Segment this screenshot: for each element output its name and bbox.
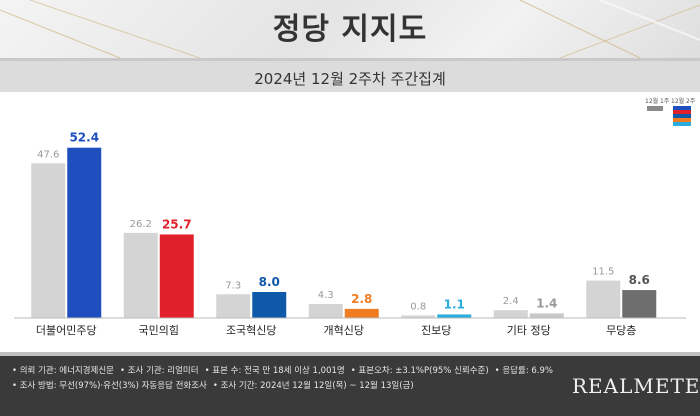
chart-subtitle: 2024년 12월 2주차 주간집계 (254, 70, 446, 88)
bar-prev-5 (493, 310, 528, 318)
legend-swatch-curr-2 (673, 110, 691, 114)
bar-prev-1 (123, 232, 158, 318)
category-label-5: 기타 정당 (507, 324, 551, 337)
bar-label-prev-0: 47.6 (37, 149, 59, 160)
category-label-6: 무당층 (606, 324, 636, 337)
chart-legend: 12월 1주 12월 2주 (641, 96, 697, 136)
bar-label-curr-4: 1.1 (444, 297, 465, 311)
survey-info-item: • 조사 기관: 리얼미터 (120, 366, 199, 376)
bar-curr-2 (252, 292, 287, 318)
legend-swatch-curr-5 (673, 122, 691, 126)
bar-curr-6 (622, 290, 657, 318)
legend-swatches (647, 106, 691, 126)
legend-swatch-curr-4 (673, 118, 691, 122)
bar-prev-0 (31, 163, 66, 318)
bar-label-curr-3: 2.8 (351, 292, 372, 306)
bar-label-prev-6: 11.5 (592, 267, 614, 278)
header-banner: 정당 지지도 (0, 0, 700, 58)
bar-prev-2 (216, 294, 251, 318)
survey-info-item: • 응답률: 6.9% (494, 366, 553, 376)
page-title: 정당 지지도 (272, 12, 428, 47)
bar-prev-3 (308, 304, 343, 318)
bar-label-prev-5: 2.4 (503, 296, 519, 307)
bar-label-prev-4: 0.8 (410, 301, 426, 312)
subheader-bar: 2024년 12월 2주차 주간집계 (0, 58, 700, 92)
legend-label-curr: 12월 2주 (671, 98, 696, 105)
category-label-0: 더불어민주당 (36, 324, 97, 337)
legend-label-prev: 12월 1주 (645, 98, 670, 105)
bar-label-prev-1: 26.2 (130, 219, 152, 230)
legend-swatch-curr-3 (673, 114, 691, 118)
category-label-3: 개혁신당 (324, 324, 364, 337)
survey-info: • 의뢰 기관: 에너지경제신문 • 조사 기관: 리얼미터 • 표본 수: 전국 … (12, 364, 562, 394)
category-label-2: 조국혁신당 (226, 324, 277, 337)
survey-info-item: • 표본 수: 전국 만 18세 이상 1,001명 (204, 366, 345, 376)
category-label-1: 국민의힘 (139, 324, 179, 337)
bar-prev-6 (586, 280, 621, 318)
survey-info-item: • 의뢰 기관: 에너지경제신문 (12, 366, 115, 376)
bar-curr-0 (67, 147, 102, 318)
bar-curr-4 (437, 314, 472, 318)
survey-info-item: • 조사 방법: 무선(97%)·유선(3%) 자동응답 전화조사 (12, 381, 207, 391)
decorative-lines (0, 0, 700, 58)
bar-label-curr-2: 8.0 (259, 275, 280, 289)
footer-info: • 의뢰 기관: 에너지경제신문 • 조사 기관: 리얼미터 • 표본 수: 전국 … (0, 352, 700, 416)
category-label-4: 진보당 (421, 324, 451, 337)
survey-info-item: • 표본오차: ±3.1%P(95% 신뢰수준) (350, 366, 489, 376)
bar-label-prev-2: 7.3 (225, 280, 241, 291)
realmeter-logo: REALMETER (572, 374, 700, 398)
bar-chart: 47.6 52.4 더불어민주당 26.2 25.7 국민의힘 7.3 8.0 조국혁신당 4.3… (14, 131, 686, 337)
survey-info-item: • 조사 기간: 2024년 12월 12일(목) ~ 12월 13일(금) (212, 381, 414, 391)
bar-curr-3 (344, 308, 379, 318)
bar-curr-1 (159, 234, 194, 318)
bar-label-prev-3: 4.3 (318, 290, 334, 301)
bar-label-curr-6: 8.6 (629, 273, 650, 287)
bar-label-curr-0: 52.4 (69, 131, 99, 145)
legend-swatch-curr-1 (673, 106, 691, 110)
legend-swatch-prev (647, 106, 663, 111)
survey-info-line-2: • 조사 방법: 무선(97%)·유선(3%) 자동응답 전화조사 • 조사 기간… (12, 379, 562, 394)
bar-label-curr-5: 1.4 (536, 296, 557, 310)
bar-curr-5 (529, 313, 564, 318)
bar-prev-4 (401, 315, 436, 318)
bar-label-curr-1: 25.7 (162, 217, 192, 231)
survey-info-line-1: • 의뢰 기관: 에너지경제신문 • 조사 기관: 리얼미터 • 표본 수: 전국 … (12, 364, 562, 379)
